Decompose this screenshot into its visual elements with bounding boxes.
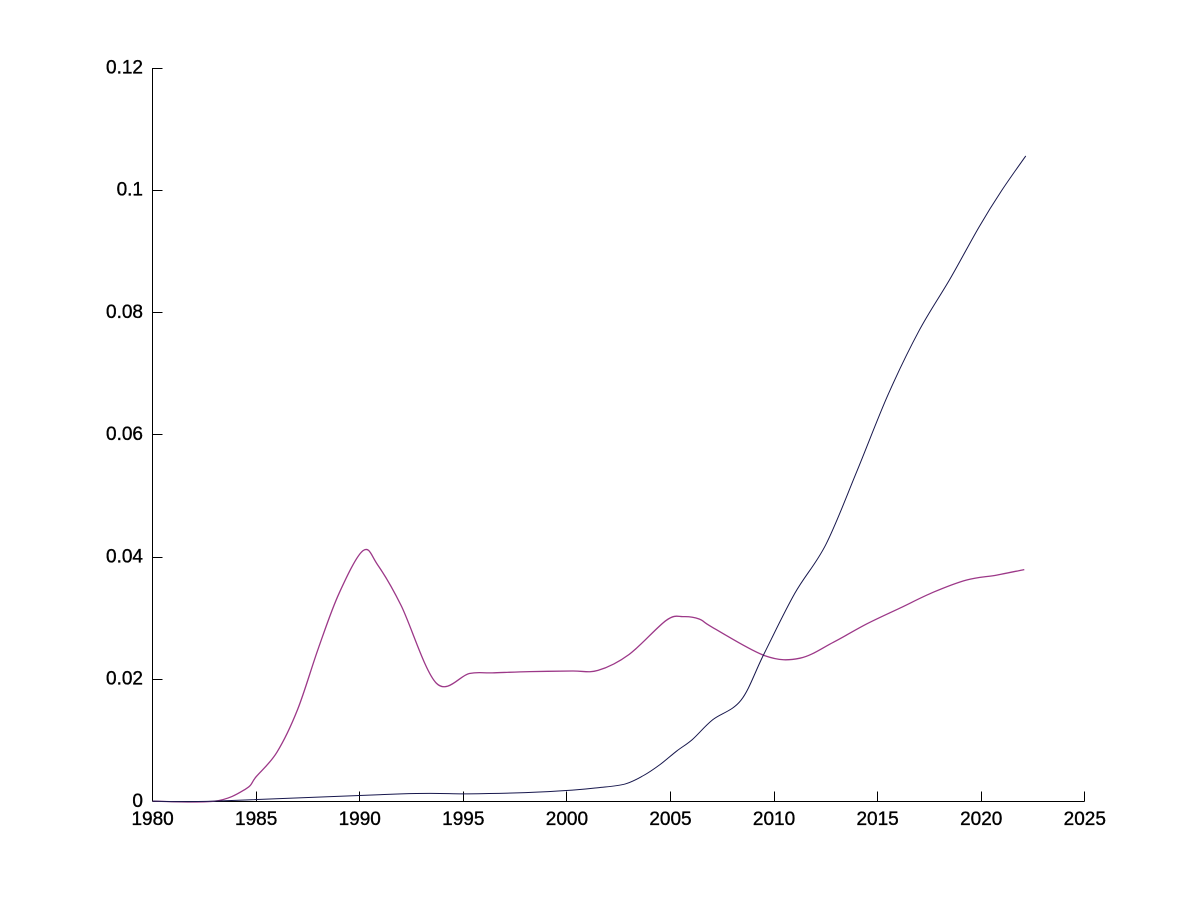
svg-text:1995: 1995 [442, 809, 484, 830]
svg-text:2010: 2010 [753, 809, 795, 830]
svg-text:0.1: 0.1 [117, 180, 143, 201]
svg-text:0.12: 0.12 [106, 58, 143, 79]
svg-text:2025: 2025 [1064, 809, 1106, 830]
svg-text:0.02: 0.02 [106, 669, 143, 690]
svg-text:2015: 2015 [856, 809, 898, 830]
svg-text:2005: 2005 [649, 809, 691, 830]
svg-text:1985: 1985 [235, 809, 277, 830]
svg-text:0.08: 0.08 [106, 302, 143, 323]
svg-text:2000: 2000 [546, 809, 588, 830]
svg-text:1980: 1980 [131, 809, 173, 830]
svg-text:2020: 2020 [960, 809, 1002, 830]
svg-text:0.04: 0.04 [106, 546, 143, 567]
svg-text:0.06: 0.06 [106, 424, 143, 445]
svg-text:1990: 1990 [339, 809, 381, 830]
